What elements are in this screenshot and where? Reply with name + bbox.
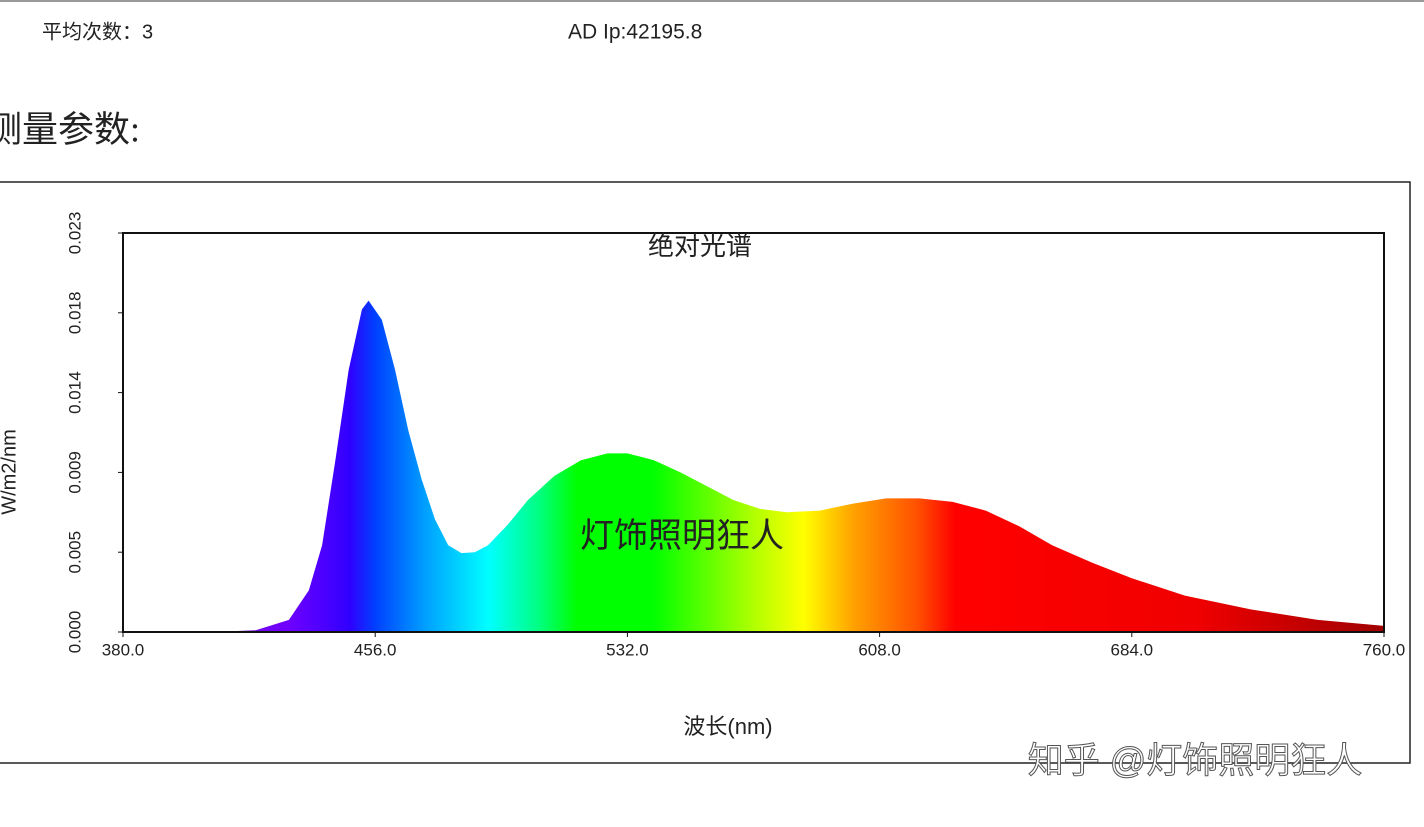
spectrum-area (123, 300, 1384, 632)
x-tick-label: 608.0 (858, 640, 901, 659)
section-heading: 测量参数: (0, 109, 140, 149)
x-tick-label: 684.0 (1111, 640, 1154, 659)
y-tick-label: 0.005 (65, 531, 84, 574)
plot-frame (122, 232, 1385, 633)
x-axis-label: 波长(nm) (683, 714, 772, 739)
y-tick-label: 0.014 (65, 371, 84, 414)
avg-count: 平均次数：3 (42, 20, 153, 43)
source-watermark: 知乎 @灯饰照明狂人 (1028, 740, 1363, 781)
x-tick-label: 456.0 (354, 640, 397, 659)
ad-ip: AD Ip:42195.8 (568, 21, 702, 44)
chart-frame (0, 181, 1411, 764)
y-tick-label: 0.018 (65, 292, 84, 335)
plot (123, 300, 1384, 632)
y-axis-label: W/m2/nm (0, 429, 20, 515)
watermark: 灯饰照明狂人 (580, 517, 784, 555)
x-tick-label: 380.0 (102, 640, 145, 659)
y-tick-label: 0.023 (65, 212, 84, 255)
y-tick-label: 0.009 (65, 451, 84, 494)
chart-title: 绝对光谱 (648, 231, 752, 261)
y-tick-label: 0.000 (65, 611, 84, 654)
x-tick-label: 760.0 (1363, 640, 1406, 659)
x-tick-label: 532.0 (606, 640, 649, 659)
